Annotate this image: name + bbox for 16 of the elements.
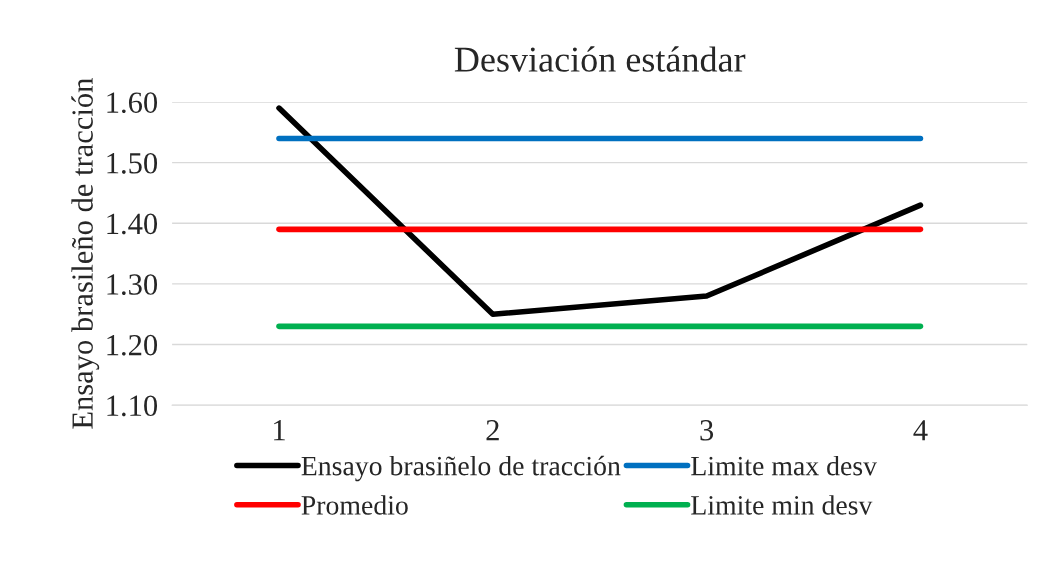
x-tick-label: 4 <box>913 420 928 441</box>
legend-label: Limite max desv <box>691 455 878 476</box>
x-tick-label: 1 <box>274 420 285 441</box>
y-tick-label: 1.20 <box>107 334 158 356</box>
chart-title: Desviación estándar <box>454 46 746 72</box>
y-tick-label: 1.30 <box>107 274 158 295</box>
y-tick-label: 1.40 <box>107 213 158 235</box>
y-tick-label: 1.10 <box>107 395 158 417</box>
x-tick-label: 2 <box>486 420 499 441</box>
x-tick-label: 3 <box>700 420 714 441</box>
y-tick-label: 1.50 <box>107 152 158 174</box>
legend-label: Promedio <box>301 495 408 515</box>
y-axis-title: Ensayo brasileño de tracción <box>71 78 100 429</box>
y-tick-label: 1.60 <box>107 92 158 114</box>
legend-label: Ensayo brasiñelo de tracción <box>301 455 621 482</box>
legend-label: Limite min desv <box>691 495 873 515</box>
